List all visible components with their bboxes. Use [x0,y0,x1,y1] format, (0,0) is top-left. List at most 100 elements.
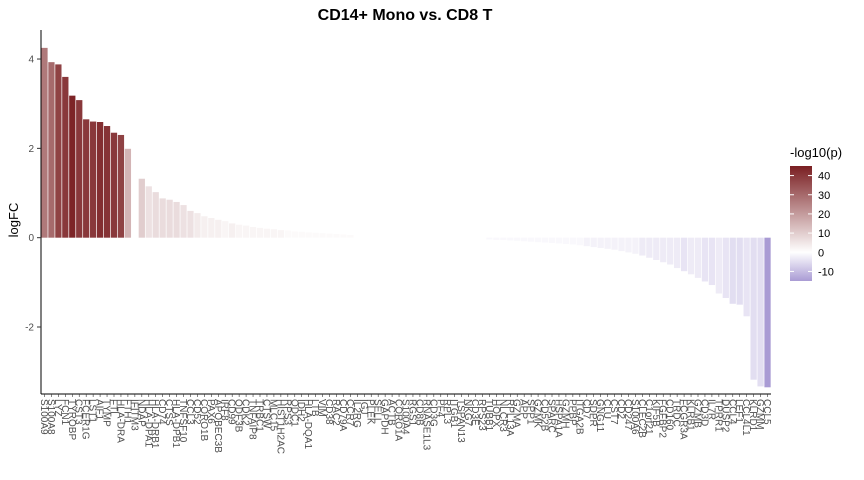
x-tick-label: GNG11 [594,399,605,433]
bar-coro1a [395,236,403,238]
bar-idh2 [298,231,305,238]
x-tick-label: CORO1B [198,399,209,442]
bar-fcer1g [83,119,90,238]
x-tick-label: CLU [601,399,612,419]
bar-ctss [166,199,173,238]
y-tick-label: 2 [28,144,34,155]
x-tick-label: S100A4 [400,399,411,435]
bar-hla-dqa1 [305,232,312,238]
x-tick-label: RAC2 [330,399,341,426]
bar-ccl4 [729,237,736,304]
bar-cst3 [76,100,83,238]
bar-ppbp [569,237,576,245]
bar-sell [375,235,382,238]
bar-s100a6 [632,237,639,254]
x-tick-label: S100A6 [629,399,640,435]
x-tick-label: CD99 [226,399,237,425]
bar-cd79a [340,234,347,238]
x-tick-label: LYZ [52,399,63,417]
x-tick-label: S100A8 [45,399,56,435]
legend-tick-label: -10 [818,266,834,278]
x-tick-label: CD52B [539,399,550,432]
y-axis: -2 0 2 4 [25,30,42,394]
x-tick-label: ACTB [386,399,397,426]
x-tick-label: RPL3 [441,399,452,424]
bar-tnfaip8 [249,226,257,238]
x-tick-label: PPBP [566,399,577,426]
bar-cd2 [618,237,625,252]
bar-odc1 [291,231,298,238]
bar-vim [319,233,326,238]
y-tick-label: 0 [28,233,34,244]
x-axis: S100A9S100A8LYZFCN1TYROBPCST3FCER1GLST1A… [38,393,772,454]
bar-gzmk [534,237,542,243]
bar-hla-dpa1 [145,186,152,238]
x-tick-label: TUBB1 [483,399,494,432]
x-tick-label: KLRB1 [685,399,696,431]
x-tick-label: TRDC [671,399,682,427]
x-tick-label: HOPX [490,399,501,428]
x-tick-label: IL2RG [351,399,362,428]
bar-trdc [674,237,681,269]
x-tick-label: KIF5B [650,399,661,427]
x-tick-label: CTSW [260,399,271,429]
x-tick-label: SELL [372,399,383,424]
x-tick-label: CD8B [413,399,424,426]
bar-mlc15 [270,229,278,238]
bar-clu [604,237,611,249]
bar-coro1b [201,216,208,238]
x-tick-label: TRBC1 [254,399,265,432]
x-tick-label: FCN1 [59,399,70,426]
bar-nkg7 [465,237,472,239]
bar-gzmb [694,237,702,278]
y-tick-label: -2 [25,323,34,334]
x-tick-label: KLRD1 [747,399,758,432]
bar-cd38 [326,233,333,238]
x-tick-label: CCL3 [184,399,195,425]
x-tick-label: IDH2 [295,399,306,422]
bar-fcn1 [62,76,69,238]
x-tick-label: CD52 [191,399,202,425]
x-tick-label: APP [518,399,529,419]
bar-dusp2 [722,237,729,298]
x-tick-label: RNASE1L3 [420,399,431,451]
bar-rps23 [479,237,486,240]
x-tick-label: ITGA2B [573,399,584,435]
x-tick-label: ODC1 [288,399,299,427]
x-tick-label: CD247 [622,399,633,431]
x-tick-label: GZMK [532,399,543,428]
bar-cd7 [583,237,590,247]
bar-cd99 [229,223,236,238]
bar-plek [368,235,375,238]
x-tick-label: CD3G [427,399,438,427]
legend-tick-label: 20 [818,209,830,221]
bar-irf8 [222,221,229,238]
bar-tymp [103,126,111,238]
bar-il2rg [354,235,361,238]
x-tick-label: CD38 [323,399,334,425]
bar-odf3b [236,224,243,238]
x-tick-label: TYROBP [66,399,77,440]
bar-cd160 [667,237,674,265]
x-tick-label: PLEK [365,399,376,425]
x-tick-label: HSPA1A [552,399,563,438]
x-tick-label: ODF3B [233,399,244,433]
bar-igj [361,235,368,238]
x-tick-label: GZMA [511,399,522,428]
x-tick-label: FCGR3A [678,399,689,440]
bar-apobec3b [215,219,222,238]
x-tick-label: NLCR3 [497,399,508,432]
legend-colorbar [790,166,812,281]
bar-rpl13a [507,237,514,241]
legend-tick-label: 10 [818,228,830,240]
x-tick-label: APOBEC3B [212,399,223,453]
x-tick-label: CCL5 [761,399,772,425]
chart-title: CD14+ Mono vs. CD8 T [318,7,493,24]
bar-spp1 [528,237,535,242]
x-tick-label: LEF1 [733,399,744,423]
bar-klrb1 [687,237,695,275]
bar-tyrobp [69,95,76,238]
bar-cd52b [541,237,549,243]
bar-c1orf21 [646,237,653,258]
x-tick-label: PF4 [434,399,445,418]
